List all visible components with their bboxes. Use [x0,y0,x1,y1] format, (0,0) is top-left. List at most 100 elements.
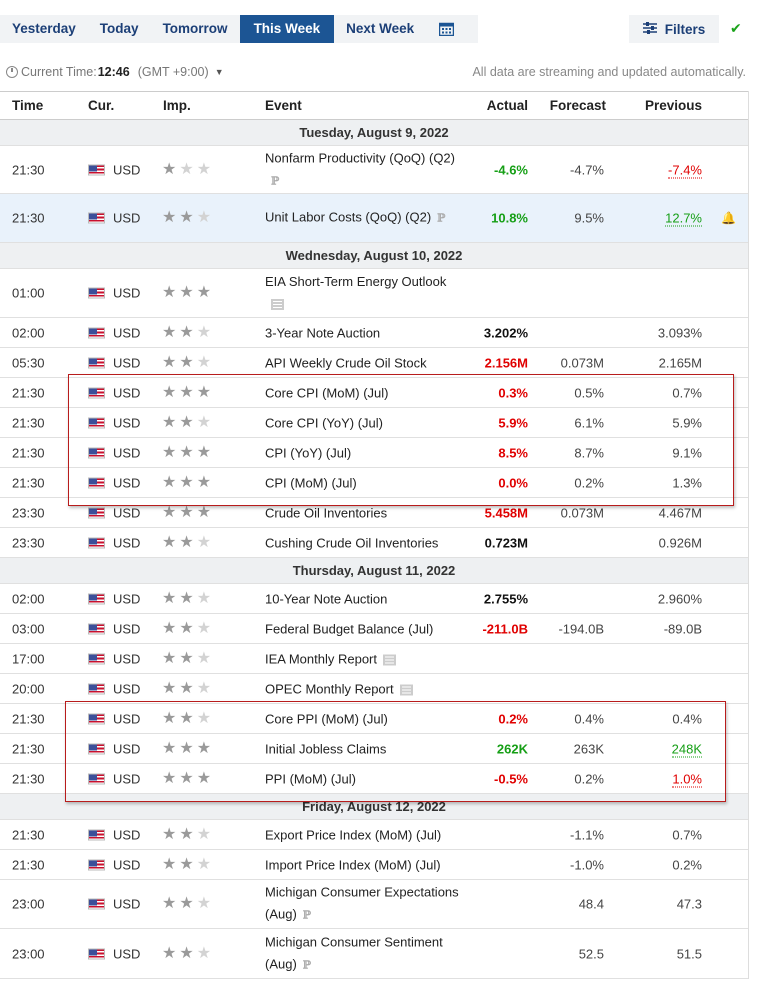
previous-value-text: 12.7% [665,210,702,227]
table-row[interactable]: 21:30 USD ★ ★ ★ Initial Jobless Claims 262K 263… [0,734,748,764]
event-name-text[interactable]: Export Price Index (MoM) (Jul) [265,827,442,842]
currency-code: USD [113,385,141,400]
event-name-text[interactable]: Core CPI (YoY) (Jul) [265,415,383,430]
star-icon: ★ [162,769,177,787]
chevron-down-icon[interactable]: ▼ [214,67,224,77]
forecast-value: 0.5% [574,385,604,400]
col-previous[interactable]: Previous [644,98,702,113]
document-icon[interactable] [383,654,396,666]
event-name[interactable]: Export Price Index (MoM) (Jul) [265,827,441,842]
event-name[interactable]: API Weekly Crude Oil Stock [265,355,427,370]
table-row[interactable]: 21:30 USD ★ ★ ★ Core CPI (YoY) (Jul) 5.9% 6.1% 5… [0,408,748,438]
event-name[interactable]: CPI (YoY) (Jul) [265,445,351,460]
event-name-text[interactable]: Core PPI (MoM) (Jul) [265,711,388,726]
star-icon: ★ [162,649,177,667]
table-row[interactable]: 23:30 USD ★ ★ ★ Crude Oil Inventories 5.458M 0.… [0,498,748,528]
table-row[interactable]: 01:00 USD ★ ★ ★ EIA Short-Term Energy Outlook [0,269,748,318]
star-icon: ★ [179,323,194,341]
event-name[interactable]: Core CPI (MoM) (Jul) [265,385,389,400]
tab-this-week[interactable]: This Week [239,15,335,43]
tab-next-week[interactable]: Next Week [346,21,415,36]
event-name[interactable]: Michigan Consumer Expectations (Aug) ℙ [265,882,465,927]
event-name-text[interactable]: Michigan Consumer Expectations (Aug) [265,884,459,922]
table-row[interactable]: 20:00 USD ★ ★ ★ OPEC Monthly Report [0,674,748,704]
table-row[interactable]: 21:30 USD ★ ★ ★ CPI (YoY) (Jul) 8.5% 8.7% 9.1% [0,438,748,468]
table-row[interactable]: 23:00 USD ★ ★ ★ Michigan Consumer Expectation… [0,880,748,929]
event-name-text[interactable]: Federal Budget Balance (Jul) [265,621,434,636]
event-name-text[interactable]: PPI (MoM) (Jul) [265,771,356,786]
importance-stars: ★ ★ ★ [162,826,211,843]
event-name-text[interactable]: OPEC Monthly Report [265,681,394,696]
table-row[interactable]: 21:30 USD ★ ★ ★ Export Price Index (MoM) (Jul… [0,820,748,850]
event-name[interactable]: 3-Year Note Auction [265,325,380,340]
event-name[interactable]: OPEC Monthly Report [265,681,413,696]
star-icon: ★ [179,284,194,301]
event-name-text[interactable]: 3-Year Note Auction [265,325,381,340]
tab-yesterday[interactable]: Yesterday [12,21,76,36]
table-row[interactable]: 23:30 USD ★ ★ ★ Cushing Crude Oil Inventories… [0,528,748,558]
event-name[interactable]: CPI (MoM) (Jul) [265,475,357,490]
col-actual[interactable]: Actual [486,98,528,113]
event-name-text[interactable]: Import Price Index (MoM) (Jul) [265,857,441,872]
event-name-text[interactable]: 10-Year Note Auction [265,591,388,606]
event-name[interactable]: IEA Monthly Report [265,651,396,666]
star-icon: ★ [196,855,212,873]
col-event[interactable]: Event [265,98,302,113]
event-name-text[interactable]: Nonfarm Productivity (QoQ) (Q2) [265,150,455,165]
calendar-icon[interactable] [426,15,466,43]
event-name[interactable]: Federal Budget Balance (Jul) [265,621,433,636]
event-name-text[interactable]: EIA Short-Term Energy Outlook [265,274,447,289]
star-icon: ★ [196,284,212,301]
table-row[interactable]: 03:00 USD ★ ★ ★ Federal Budget Balance (Jul) -… [0,614,748,644]
event-name-text[interactable]: Initial Jobless Claims [265,741,387,756]
event-name-text[interactable]: Michigan Consumer Sentiment (Aug) [265,934,443,971]
event-name-text[interactable]: Cushing Crude Oil Inventories [265,535,439,550]
table-row[interactable]: 21:30 USD ★ ★ ★ Core CPI (MoM) (Jul) 0.3% 0.5% 0… [0,378,748,408]
col-time[interactable]: Time [12,98,44,113]
event-name[interactable]: Cushing Crude Oil Inventories [265,535,438,550]
event-name[interactable]: Core PPI (MoM) (Jul) [265,711,388,726]
event-name[interactable]: Core CPI (YoY) (Jul) [265,415,383,430]
table-row[interactable]: 02:00 USD ★ ★ ★ 3-Year Note Auction 3.202% 3.09… [0,318,748,348]
col-importance[interactable]: Imp. [163,98,191,113]
event-name-text[interactable]: IEA Monthly Report [265,651,377,666]
timezone-select[interactable]: (GMT +9:00) [137,65,209,79]
event-name[interactable]: PPI (MoM) (Jul) [265,771,356,786]
event-name[interactable]: EIA Short-Term Energy Outlook [265,271,465,315]
table-row[interactable]: 23:00 USD ★ ★ ★ Michigan Consumer Sentiment (… [0,929,748,979]
tab-today[interactable]: Today [99,21,139,36]
star-icon: ★ [196,353,212,371]
event-name-text[interactable]: CPI (MoM) (Jul) [265,475,357,490]
star-icon: ★ [196,383,212,401]
table-row[interactable]: 05:30 USD ★ ★ ★ API Weekly Crude Oil Stock 2.1… [0,348,748,378]
event-name[interactable]: Michigan Consumer Sentiment (Aug) ℙ [265,931,465,976]
table-row[interactable]: 21:30 USD ★ ★ ★ PPI (MoM) (Jul) -0.5% 0.2% 1.0% [0,764,748,794]
document-icon[interactable] [271,299,284,311]
table-row[interactable]: 21:30 USD ★ ★ ★ CPI (MoM) (Jul) 0.0% 0.2% 1.3% [0,468,748,498]
table-row[interactable]: 17:00 USD ★ ★ ★ IEA Monthly Report [0,644,748,674]
event-name[interactable]: Crude Oil Inventories [265,505,387,520]
event-name-text[interactable]: Crude Oil Inventories [265,505,388,520]
star-icon: ★ [196,323,212,341]
alert-bell-icon[interactable]: 🔔 [721,211,736,225]
event-name-text[interactable]: Core CPI (MoM) (Jul) [265,385,389,400]
col-currency[interactable]: Cur. [88,98,115,113]
importance-stars: ★ ★ ★ [162,855,212,873]
table-row[interactable]: 21:30 USD ★ ★ ★ Nonfarm Productivity (QoQ) (Q… [0,146,748,194]
event-name[interactable]: Nonfarm Productivity (QoQ) (Q2) ℙ [265,147,465,192]
event-name-text[interactable]: CPI (YoY) (Jul) [265,445,352,460]
table-row[interactable]: 21:30 USD ★ ★ ★ Core PPI (MoM) (Jul) 0.2% 0.4% 0… [0,704,748,734]
col-forecast[interactable]: Forecast [549,98,606,113]
tab-tomorrow[interactable]: Tomorrow [162,21,228,36]
table-row[interactable]: 21:30 USD ★ ★ ★ Unit Labor Costs (QoQ) (Q2) ℙ 1… [0,194,748,243]
event-name[interactable]: Initial Jobless Claims [265,741,386,756]
event-name[interactable]: Import Price Index (MoM) (Jul) [265,857,441,872]
table-row[interactable]: 21:30 USD ★ ★ ★ Import Price Index (MoM) (Jul… [0,850,748,880]
table-row[interactable]: 02:00 USD ★ ★ ★ 10-Year Note Auction 2.755% 2.9… [0,584,748,614]
event-name-text[interactable]: API Weekly Crude Oil Stock [265,355,427,370]
event-name[interactable]: Unit Labor Costs (QoQ) (Q2) ℙ [265,207,465,230]
event-name-text[interactable]: Unit Labor Costs (QoQ) (Q2) [265,209,432,225]
document-icon[interactable] [399,684,413,696]
event-name[interactable]: 10-Year Note Auction [265,591,387,606]
filters-button[interactable]: Filters [629,15,719,43]
